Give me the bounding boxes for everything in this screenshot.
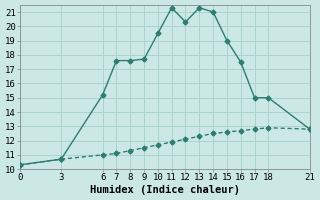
- X-axis label: Humidex (Indice chaleur): Humidex (Indice chaleur): [90, 185, 240, 195]
